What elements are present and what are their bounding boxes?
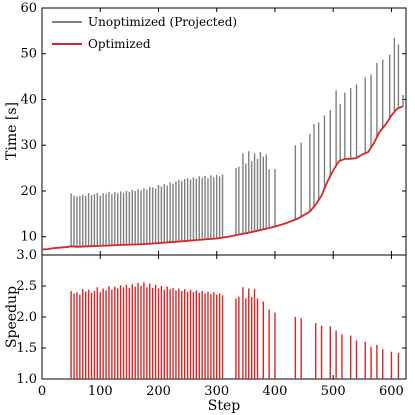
series-optimized-line — [41, 105, 404, 251]
speedup-y-tick-label: 2.0 — [16, 310, 37, 325]
speedup-panel-x-ticks: 0 100 200 300 400 500 600 — [38, 255, 404, 399]
time-y-tick-label: 30 — [20, 138, 37, 153]
legend-optimized-label: Optimized — [88, 37, 151, 51]
speedup-x-tick-label: 600 — [379, 384, 404, 399]
legend: Unoptimized (Projected) Optimized — [52, 15, 237, 51]
speedup-y-tick-label: 2.5 — [16, 279, 37, 294]
speedup-x-tick-label: 300 — [204, 384, 229, 399]
time-panel-y-ticks: 10 20 30 40 50 60 — [20, 1, 406, 245]
speedup-y-tick-label: 3.0 — [16, 248, 37, 263]
step-axis-label: Step — [208, 398, 241, 414]
speedup-x-tick-label: 0 — [38, 384, 46, 399]
speedup-y-tick-label: 1.0 — [16, 372, 37, 387]
speedup-panel-y-ticks: 1.0 1.5 2.0 2.5 3.0 — [16, 248, 406, 387]
time-y-tick-label: 60 — [20, 1, 37, 16]
time-panel: 10 20 30 40 50 60 Time [s] Unoptimized (Proje… — [4, 1, 407, 256]
speedup-panel: 0 100 200 300 400 500 600 1.0 1.5 2.0 2.5 3.0 Spee… — [4, 248, 407, 414]
time-y-tick-label: 40 — [20, 92, 37, 107]
time-y-tick-label: 20 — [20, 184, 37, 199]
time-panel-x-ticks — [41, 8, 392, 255]
speedup-x-tick-label: 200 — [146, 384, 171, 399]
time-axis-label: Time [s] — [4, 102, 20, 160]
speedup-axis-label: Speedup — [4, 286, 20, 348]
speedup-y-tick-label: 1.5 — [16, 341, 37, 356]
speedup-x-tick-label: 500 — [321, 384, 346, 399]
time-y-tick-label: 50 — [20, 47, 37, 62]
speedup-x-tick-label: 400 — [263, 384, 288, 399]
time-y-tick-label: 10 — [20, 230, 37, 245]
speedup-panel-series — [70, 282, 400, 379]
speedup-x-tick-label: 100 — [88, 384, 113, 399]
speedup-panel-frame — [41, 254, 407, 380]
legend-unoptimized-label: Unoptimized (Projected) — [88, 15, 237, 29]
time-panel-series — [41, 37, 404, 251]
